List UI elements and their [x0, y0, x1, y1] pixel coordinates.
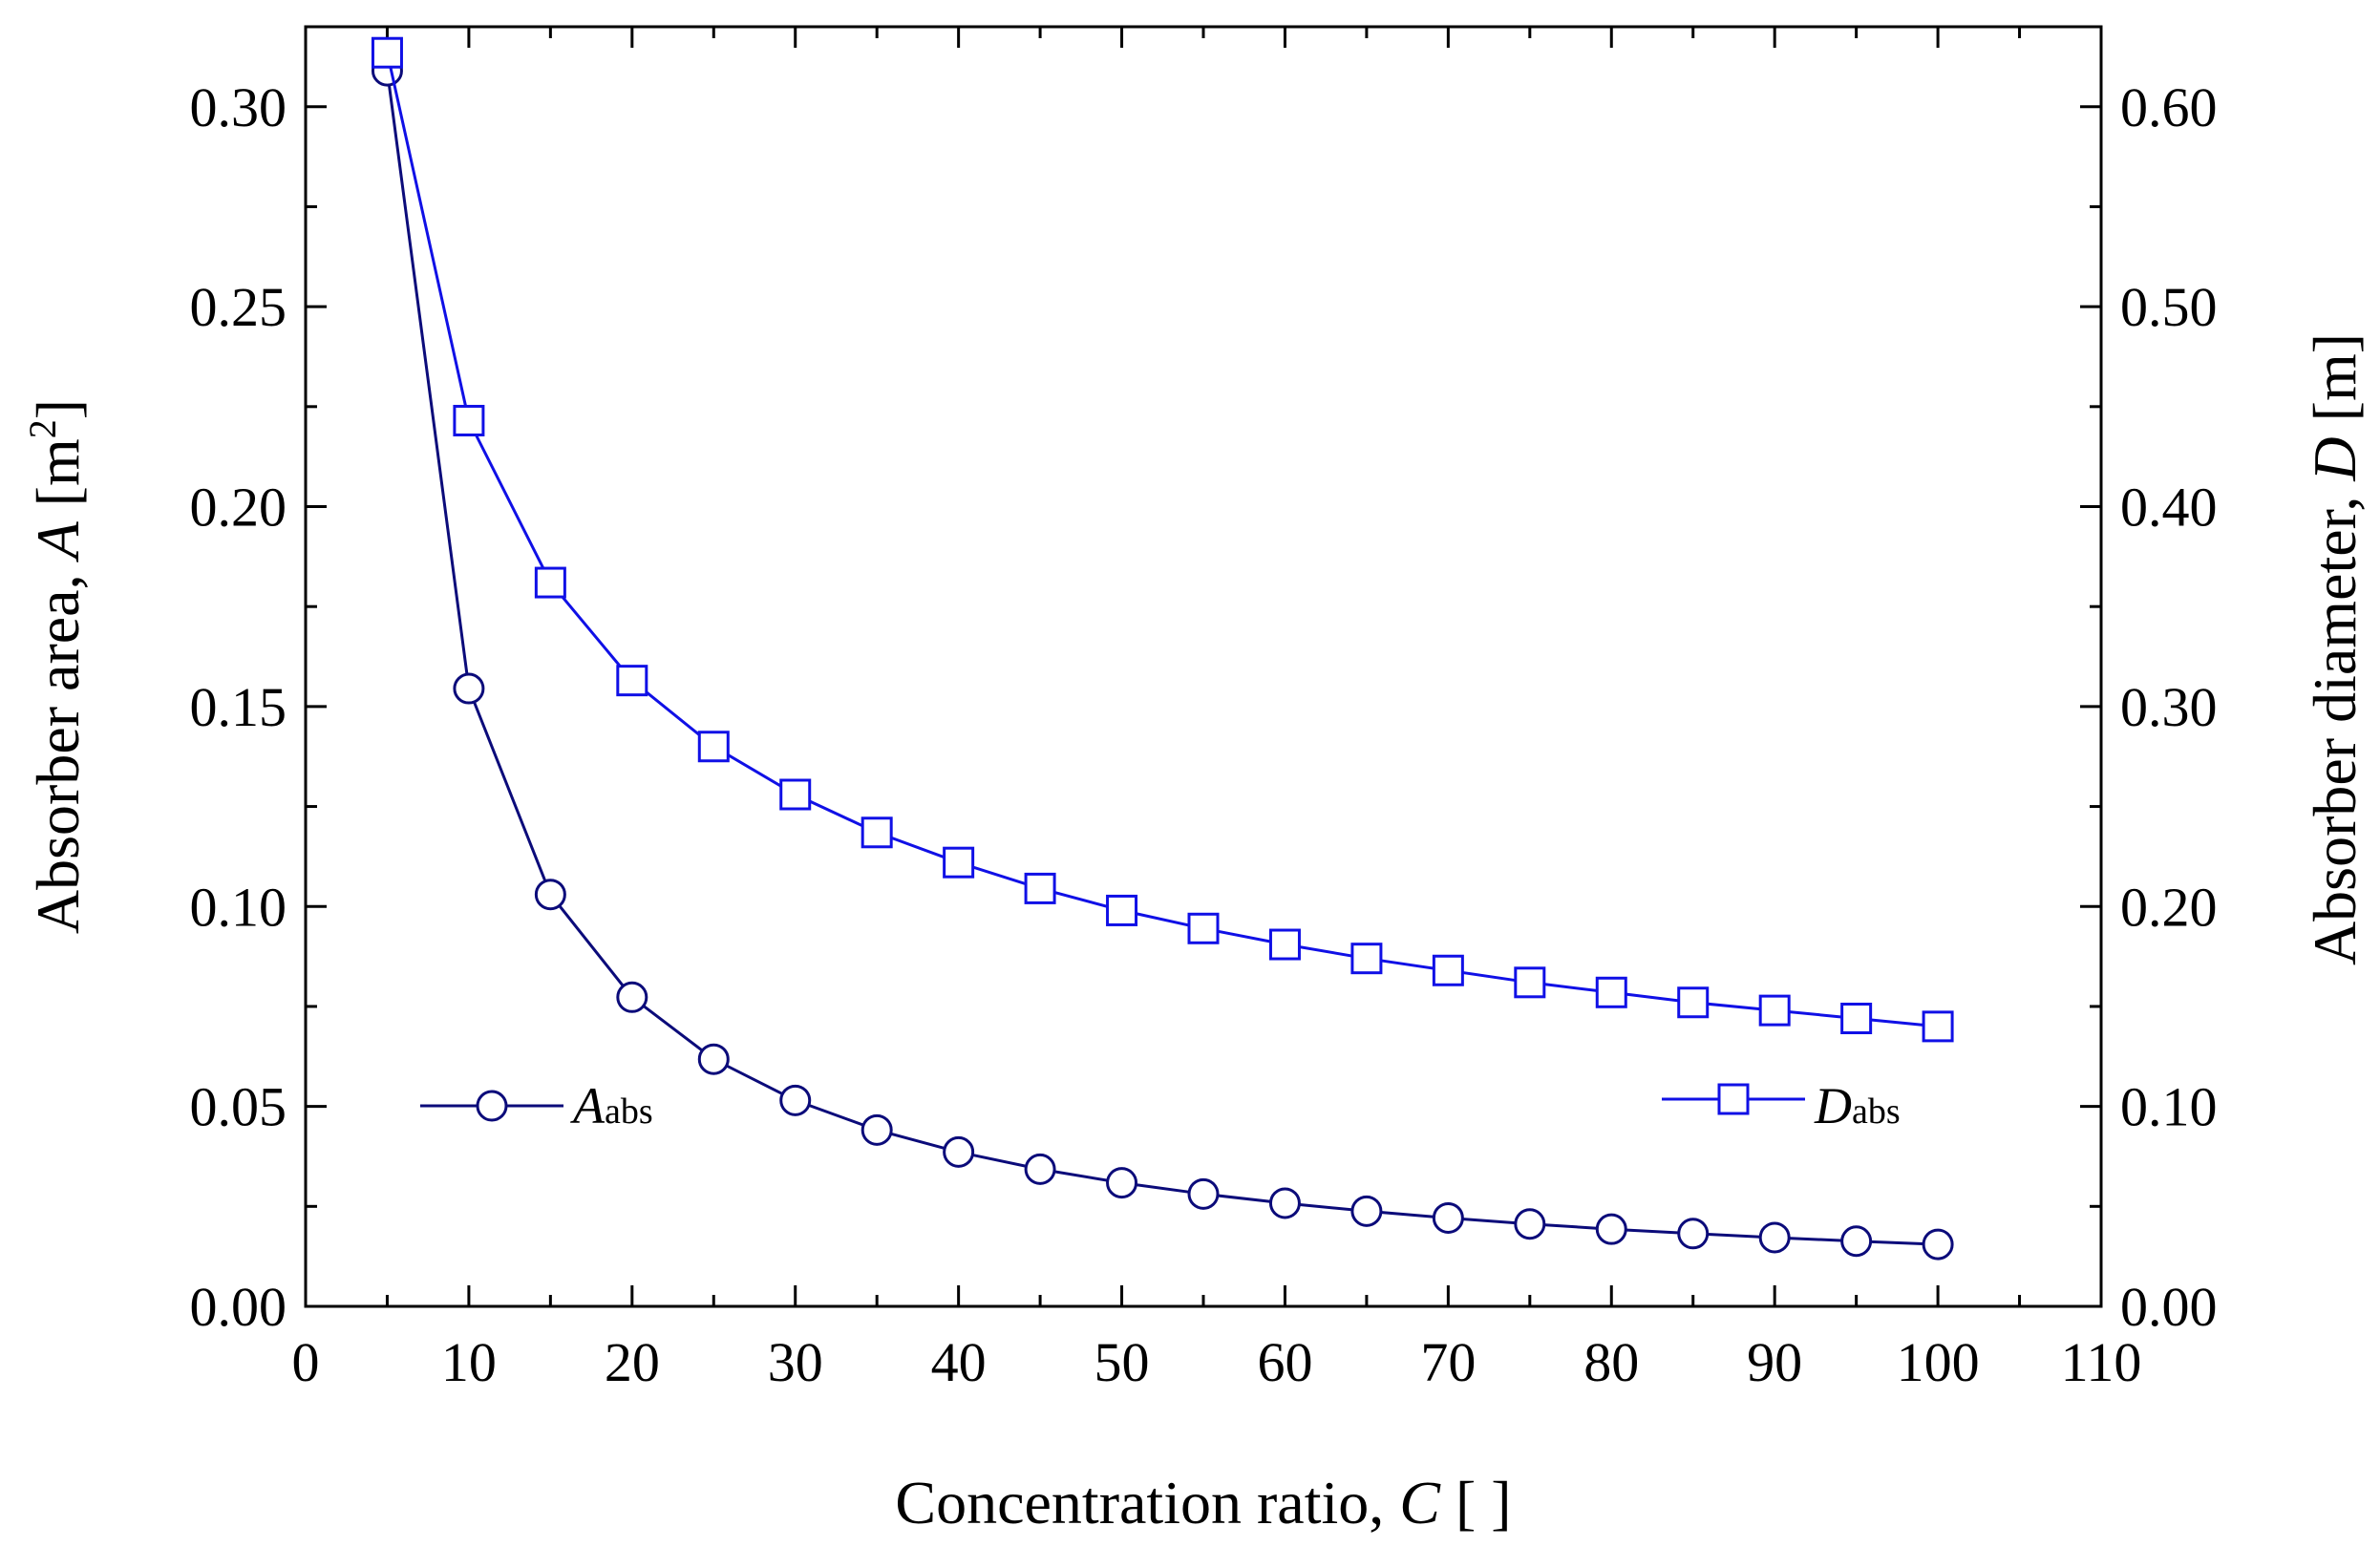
x-tick-label: 90: [1747, 1331, 1802, 1393]
legend-a-circle-marker: [476, 1090, 508, 1122]
y-right-tick-label: 0.40: [2120, 477, 2218, 539]
x-tick-label: 30: [768, 1331, 823, 1393]
y-left-tick-label: 0.05: [190, 1076, 287, 1138]
legend-a-label: Aabs: [570, 1077, 653, 1134]
data-point-a-abs: [861, 1113, 893, 1146]
y-axis-right-title: Absorber diameter, D [m]: [2301, 333, 2369, 965]
y-right-tick-label: 0.60: [2120, 76, 2218, 138]
x-tick-label: 70: [1420, 1331, 1476, 1393]
x-tick-label: 110: [2061, 1331, 2142, 1393]
data-point-a-abs: [616, 981, 648, 1013]
y-axis-left-title: Absorber area, A [m2]: [21, 399, 92, 934]
data-point-d-abs: [1268, 928, 1301, 961]
data-point-a-abs: [697, 1043, 730, 1075]
data-point-a-abs: [1106, 1167, 1138, 1199]
data-point-a-abs: [1758, 1221, 1791, 1254]
x-tick-label: 60: [1257, 1331, 1312, 1393]
y-left-tick-label: 0.15: [190, 676, 287, 738]
x-tick-label: 40: [931, 1331, 987, 1393]
data-point-a-abs: [1840, 1225, 1873, 1258]
y-right-tick-label: 0.20: [2120, 876, 2218, 938]
x-tick-label: 0: [292, 1331, 320, 1393]
data-point-d-abs: [453, 404, 485, 436]
data-point-d-abs: [1677, 986, 1710, 1019]
data-point-d-abs: [697, 731, 730, 763]
data-point-d-abs: [1024, 872, 1056, 904]
data-point-a-abs: [1268, 1187, 1301, 1219]
y-right-tick-label: 0.10: [2120, 1076, 2218, 1138]
data-point-a-abs: [1187, 1177, 1220, 1210]
data-point-d-abs: [371, 36, 403, 69]
data-point-a-abs: [943, 1135, 975, 1168]
y-left-tick-label: 0.10: [190, 876, 287, 938]
data-point-a-abs: [779, 1084, 812, 1116]
data-point-d-abs: [943, 846, 975, 879]
legend-d-square-marker: [1717, 1083, 1750, 1115]
x-tick-label: 10: [441, 1331, 497, 1393]
data-point-a-abs: [1432, 1201, 1464, 1234]
axis-tick-labels: 0 10 20 30 40 50 60 70 80 90 100 1100.000.050.100.1…: [190, 76, 2218, 1393]
y-left-tick-label: 0.00: [190, 1276, 287, 1338]
data-point-a-abs: [1677, 1218, 1710, 1250]
x-axis-title: Concentration ratio, C [ ]: [895, 1469, 1511, 1536]
y-left-tick-label: 0.25: [190, 276, 287, 338]
data-point-a-abs: [1922, 1228, 1954, 1261]
legend-item-d-abs: Dabs: [1662, 1077, 1901, 1134]
data-point-a-abs: [453, 672, 485, 705]
data-point-d-abs: [1432, 954, 1464, 986]
legend-d-label: Dabs: [1814, 1077, 1901, 1134]
data-point-d-abs: [1922, 1010, 1954, 1043]
axis-ticks: [304, 27, 2103, 1308]
y-right-tick-label: 0.30: [2120, 676, 2218, 738]
data-point-d-abs: [861, 816, 893, 849]
data-point-a-abs: [1024, 1153, 1056, 1185]
data-point-d-abs: [1758, 994, 1791, 1027]
legend-item-a-abs: Aabs: [420, 1077, 653, 1134]
series-layer: [371, 36, 1954, 1261]
series-line-a-abs: [386, 70, 1939, 1246]
data-point-a-abs: [534, 879, 566, 911]
data-point-d-abs: [1187, 912, 1220, 944]
data-point-a-abs: [1514, 1208, 1546, 1240]
x-tick-label: 50: [1094, 1331, 1150, 1393]
data-point-d-abs: [1514, 966, 1546, 999]
data-point-a-abs: [1350, 1195, 1383, 1227]
data-point-d-abs: [1595, 976, 1627, 1008]
data-point-d-abs: [1350, 943, 1383, 975]
y-right-tick-label: 0.50: [2120, 276, 2218, 338]
y-left-tick-label: 0.20: [190, 477, 287, 539]
y-left-tick-label: 0.30: [190, 76, 287, 138]
x-tick-label: 20: [605, 1331, 660, 1393]
x-tick-label: 80: [1583, 1331, 1639, 1393]
data-point-d-abs: [779, 778, 812, 811]
data-point-d-abs: [1106, 894, 1138, 926]
series-line-d-abs: [386, 52, 1939, 1028]
data-point-d-abs: [534, 566, 566, 599]
data-point-d-abs: [616, 665, 648, 697]
y-right-tick-label: 0.00: [2120, 1276, 2218, 1338]
data-point-d-abs: [1840, 1003, 1873, 1034]
data-point-a-abs: [1595, 1213, 1627, 1245]
x-tick-label: 100: [1897, 1331, 1980, 1393]
